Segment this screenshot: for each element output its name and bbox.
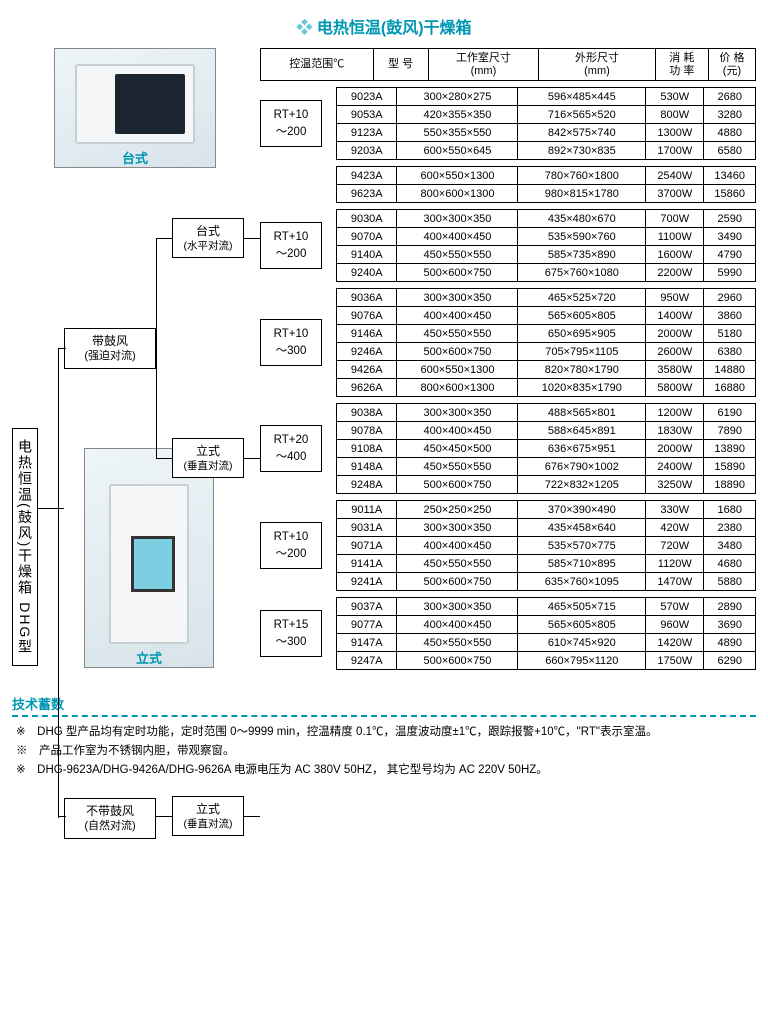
table-row: 9053A420×355×350716×565×520800W3280 bbox=[337, 106, 756, 124]
footer-note: ※ DHG-9623A/DHG-9426A/DHG-9626A 电源电压为 AC… bbox=[16, 761, 756, 777]
table-row: 9108A450×450×500636×675×9512000W13890 bbox=[337, 440, 756, 458]
table-row: 9623A800×600×1300980×815×17803700W15860 bbox=[337, 185, 756, 203]
footer-note: ※ DHG 型产品均有定时功能，定时范围 0～9999 min，控温精度 0.1… bbox=[16, 723, 756, 739]
table-row: 9426A600×550×1300820×780×17903580W14880 bbox=[337, 361, 756, 379]
tree-mid-column: 台式(水平对流) 立式(垂直对流) 立式(垂直对流) bbox=[172, 48, 260, 676]
table-row: 9078A400×400×450588×645×8911830W7890 bbox=[337, 422, 756, 440]
table-row: 9071A400×400×450535×570×775720W3480 bbox=[337, 537, 756, 555]
branch-no-fan: 不带鼓风(自然对流) bbox=[64, 798, 156, 839]
data-group: RT+10～200 9011A250×250×250370×390×490330W… bbox=[260, 500, 756, 591]
table-row: 9423A600×550×1300780×760×18002540W13460 bbox=[337, 167, 756, 185]
table-row: 9148A450×550×550676×790×10022400W15890 bbox=[337, 458, 756, 476]
temp-range-box: RT+10～200 bbox=[260, 100, 322, 146]
temp-range-box: RT+10～200 bbox=[260, 222, 322, 268]
table-row: 9146A450×550×550650×695×9052000W5180 bbox=[337, 325, 756, 343]
table-row: 9038A300×300×350488×565×8011200W6190 bbox=[337, 404, 756, 422]
data-group: 9423A600×550×1300780×760×18002540W134609… bbox=[260, 166, 756, 203]
mid-stand-1: 立式(垂直对流) bbox=[172, 438, 244, 478]
table-row: 9037A300×300×350465×505×715570W2890 bbox=[337, 598, 756, 616]
page-title: 电热恒温(鼓风)干燥箱 bbox=[12, 14, 756, 38]
col-power: 消 耗功 率 bbox=[655, 49, 708, 81]
temp-range-box: RT+15～300 bbox=[260, 610, 322, 656]
tree-left-column: 台式 电热恒温(鼓风)干燥箱 DHG型 带鼓风(强迫对流) 立式 不带鼓风(自然… bbox=[12, 48, 172, 676]
table-row: 9011A250×250×250370×390×490330W1680 bbox=[337, 501, 756, 519]
data-table: 9011A250×250×250370×390×490330W16809031A… bbox=[336, 500, 756, 591]
table-row: 9123A550×355×550842×575×7401300W4880 bbox=[337, 124, 756, 142]
data-group: RT+10～200 9030A300×300×350435×480×670700W… bbox=[260, 209, 756, 282]
data-table: 9037A300×300×350465×505×715570W28909077A… bbox=[336, 597, 756, 670]
col-range: 控温范围℃ bbox=[261, 49, 374, 81]
data-table: 9038A300×300×350488×565×8011200W61909078… bbox=[336, 403, 756, 494]
data-tables: 控温范围℃ 型 号 工作室尺寸(mm) 外形尺寸(mm) 消 耗功 率 价 格(… bbox=[260, 48, 756, 676]
temp-range-box: RT+10～300 bbox=[260, 319, 322, 365]
table-row: 9140A450×550×550585×735×8901600W4790 bbox=[337, 246, 756, 264]
table-row: 9070A400×400×450535×590×7601100W3490 bbox=[337, 228, 756, 246]
data-table: 9030A300×300×350435×480×670700W25909070A… bbox=[336, 209, 756, 282]
table-row: 9203A600×550×645892×730×8351700W6580 bbox=[337, 142, 756, 160]
col-outer: 外形尺寸(mm) bbox=[539, 49, 656, 81]
table-row: 9147A450×550×550610×745×9201420W4890 bbox=[337, 634, 756, 652]
table-row: 9030A300×300×350435×480×670700W2590 bbox=[337, 210, 756, 228]
data-group: RT+20～400 9038A300×300×350488×565×8011200… bbox=[260, 403, 756, 494]
col-price: 价 格(元) bbox=[708, 49, 755, 81]
footer-note: ※ 产品工作室为不锈钢内胆，带观察窗。 bbox=[16, 742, 756, 758]
root-node: 电热恒温(鼓风)干燥箱 DHG型 bbox=[12, 428, 38, 666]
table-row: 9077A400×400×450565×605×805960W3690 bbox=[337, 616, 756, 634]
table-row: 9240A500×600×750675×760×10802200W5990 bbox=[337, 264, 756, 282]
table-row: 9248A500×600×750722×832×12053250W18890 bbox=[337, 476, 756, 494]
data-table: 9036A300×300×350465×525×720950W29609076A… bbox=[336, 288, 756, 397]
data-group: RT+10～300 9036A300×300×350465×525×720950W… bbox=[260, 288, 756, 397]
table-row: 9076A400×400×450565×605×8051400W3860 bbox=[337, 307, 756, 325]
footer-heading: 技术蓄数 bbox=[12, 694, 756, 717]
col-model: 型 号 bbox=[373, 49, 428, 81]
table-header: 控温范围℃ 型 号 工作室尺寸(mm) 外形尺寸(mm) 消 耗功 率 价 格(… bbox=[260, 48, 756, 81]
table-row: 9023A300×280×275596×485×445530W2680 bbox=[337, 88, 756, 106]
data-table: 9423A600×550×1300780×760×18002540W134609… bbox=[336, 166, 756, 203]
table-row: 9036A300×300×350465×525×720950W2960 bbox=[337, 289, 756, 307]
table-row: 9031A300×300×350435×458×640420W2380 bbox=[337, 519, 756, 537]
table-row: 9626A800×600×13001020×835×17905800W16880 bbox=[337, 379, 756, 397]
branch-with-fan: 带鼓风(强迫对流) bbox=[64, 328, 156, 369]
temp-range-box: RT+20～400 bbox=[260, 425, 322, 471]
data-table: 9023A300×280×275596×485×445530W26809053A… bbox=[336, 87, 756, 160]
temp-range-box: RT+10～200 bbox=[260, 522, 322, 568]
data-group: RT+10～200 9023A300×280×275596×485×445530W… bbox=[260, 87, 756, 160]
data-group: RT+15～300 9037A300×300×350465×505×715570W… bbox=[260, 597, 756, 670]
table-row: 9141A450×550×550585×710×8951120W4680 bbox=[337, 555, 756, 573]
mid-stand-2: 立式(垂直对流) bbox=[172, 796, 244, 836]
table-row: 9246A500×600×750705×795×11052600W6380 bbox=[337, 343, 756, 361]
table-row: 9247A500×600×750660×795×11201750W6290 bbox=[337, 652, 756, 670]
col-inner: 工作室尺寸(mm) bbox=[428, 49, 538, 81]
table-row: 9241A500×600×750635×760×10951470W5880 bbox=[337, 573, 756, 591]
mid-desk: 台式(水平对流) bbox=[172, 218, 244, 258]
